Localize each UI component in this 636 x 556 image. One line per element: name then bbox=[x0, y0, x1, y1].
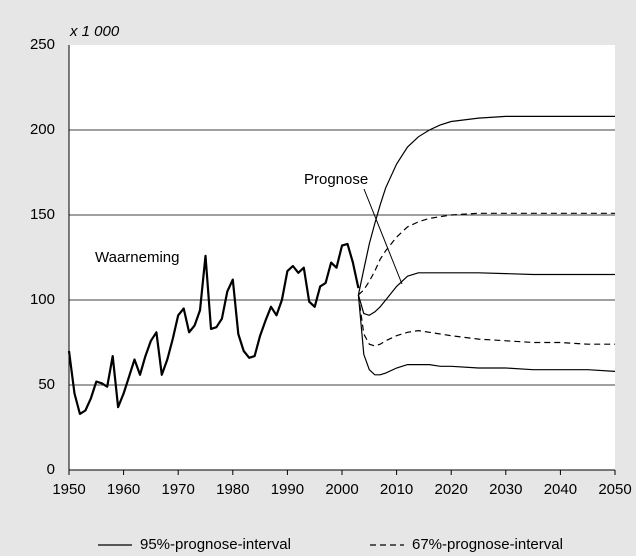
x-tick-label: 1990 bbox=[271, 481, 304, 498]
x-tick-label: 2020 bbox=[435, 481, 468, 498]
x-tick-label: 2000 bbox=[325, 481, 358, 498]
band-line bbox=[357, 294, 616, 376]
y-tick-label: 150 bbox=[30, 206, 55, 223]
y-tick-label: 50 bbox=[38, 376, 55, 393]
x-tick-label: 1960 bbox=[107, 481, 140, 498]
band-line bbox=[357, 212, 615, 296]
x-tick-label: 1970 bbox=[162, 481, 195, 498]
band-line bbox=[357, 294, 615, 347]
x-tick-label: 1950 bbox=[52, 481, 85, 498]
y-tick-label: 0 bbox=[47, 461, 55, 478]
y-tick-label: 200 bbox=[30, 121, 55, 138]
band-line bbox=[357, 115, 615, 296]
annotation: Waarneming bbox=[95, 249, 179, 266]
x-tick-label: 2010 bbox=[380, 481, 413, 498]
x-tick-label: 2050 bbox=[598, 481, 631, 498]
unit-label: x 1 000 bbox=[69, 23, 120, 40]
legend-label: 95%-prognose-interval bbox=[140, 536, 291, 553]
x-tick-label: 2030 bbox=[489, 481, 522, 498]
annotation-pointer bbox=[363, 188, 403, 285]
series-line bbox=[357, 272, 615, 316]
y-tick-label: 250 bbox=[30, 36, 55, 53]
series-line bbox=[67, 242, 360, 415]
x-tick-label: 2040 bbox=[544, 481, 577, 498]
annotation: Prognose bbox=[304, 171, 368, 188]
x-tick-label: 1980 bbox=[216, 481, 249, 498]
legend-label: 67%-prognose-interval bbox=[412, 536, 563, 553]
y-tick-label: 100 bbox=[30, 291, 55, 308]
